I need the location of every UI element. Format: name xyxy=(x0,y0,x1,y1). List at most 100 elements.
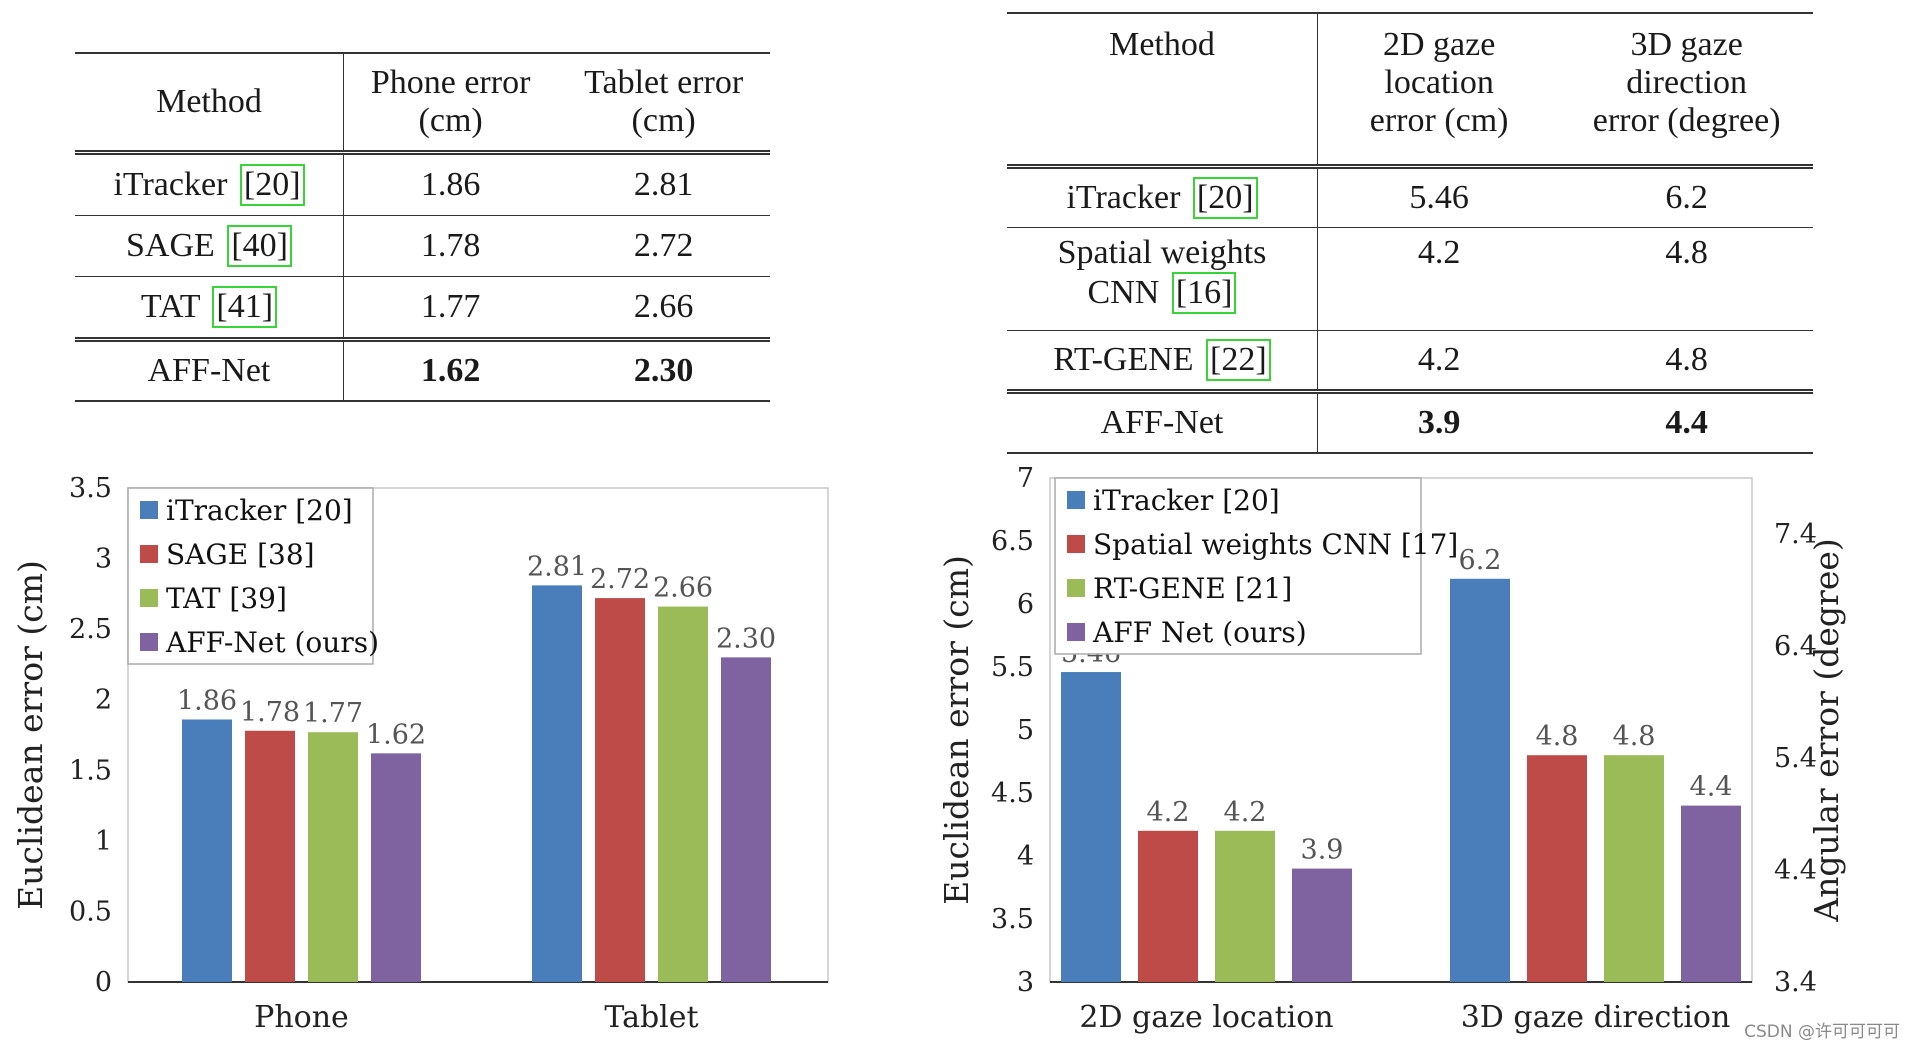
header-phone-text: Phone error (cm) xyxy=(370,64,531,139)
legend-swatch xyxy=(140,589,158,607)
direction-value: 6.2 xyxy=(1560,166,1813,228)
tablet-value: 2.72 xyxy=(557,215,770,277)
phone-value: 1.77 xyxy=(343,276,558,340)
header-method: Method xyxy=(75,52,344,153)
table-phone-tablet: Method Phone error (cm) Tablet error (cm… xyxy=(75,52,770,402)
citation-number: 20 xyxy=(1208,179,1243,216)
bar xyxy=(1450,578,1510,982)
header-tablet-text: Tablet error (cm) xyxy=(584,64,744,139)
y-tick-label: 1.5 xyxy=(69,755,112,786)
table-header-row: Method 2D gaze location error (cm) 3D ga… xyxy=(1007,12,1813,167)
x-tick-label: 2D gaze location xyxy=(1079,1000,1333,1035)
method-name: SAGE xyxy=(126,227,215,264)
header-direction-text: 3D gaze direction error (degree) xyxy=(1592,26,1781,139)
bar xyxy=(1292,868,1352,982)
method-name: iTracker xyxy=(113,166,228,203)
x-tick-label: 3D gaze direction xyxy=(1461,1000,1731,1035)
phone-value-best: 1.62 xyxy=(343,337,558,402)
data-label: 3.9 xyxy=(1301,835,1344,866)
header-method: Method xyxy=(1007,12,1318,167)
table-header-row: Method Phone error (cm) Tablet error (cm… xyxy=(75,52,770,153)
bar xyxy=(532,585,582,982)
citation-box: [20] xyxy=(1192,177,1258,219)
bar xyxy=(1681,805,1741,982)
method-name: RT-GENE xyxy=(1053,341,1194,378)
results-table-b: Method 2D gaze location error (cm) 3D ga… xyxy=(1007,12,1813,454)
legend-swatch xyxy=(1067,623,1085,641)
data-label: 2.30 xyxy=(716,623,776,654)
legend-label: iTracker [20] xyxy=(166,494,353,527)
y2-tick-label: 3.4 xyxy=(1774,967,1817,998)
legend-swatch xyxy=(1067,579,1085,597)
legend-label: AFF-Net (ours) xyxy=(165,626,379,659)
y-tick-label: 0 xyxy=(95,967,112,998)
phone-value: 1.86 xyxy=(343,152,558,216)
data-label: 2.66 xyxy=(653,573,713,604)
data-label: 2.72 xyxy=(590,564,650,595)
tablet-value: 2.66 xyxy=(557,276,770,340)
method-cell: RT-GENE [22] xyxy=(1007,330,1318,392)
legend-swatch xyxy=(140,545,158,563)
data-label: 4.8 xyxy=(1613,721,1656,752)
legend-label: SAGE [38] xyxy=(166,538,315,571)
y2-tick-label: 7.4 xyxy=(1774,519,1817,550)
chart-gaze: 3 3.5 4 4.5 5 5.5 6 6.5 7 Euclidean error (cm) 5.4… xyxy=(940,463,1846,1035)
legend-label: RT-GENE [21] xyxy=(1093,572,1292,605)
y2-tick-label: 4.4 xyxy=(1774,855,1817,886)
y-tick-label: 6 xyxy=(1017,589,1034,620)
table-row: Spatial weights CNN [16] 4.2 4.8 xyxy=(1007,227,1813,331)
data-label: 4.4 xyxy=(1690,772,1733,803)
bar xyxy=(1527,755,1587,982)
method-cell: SAGE [40] xyxy=(75,215,344,277)
data-label: 4.2 xyxy=(1147,797,1190,828)
legend-swatch xyxy=(140,633,158,651)
y-tick-label: 2.5 xyxy=(69,614,112,645)
method-cell: TAT [41] xyxy=(75,276,344,340)
location-value: 4.2 xyxy=(1317,227,1561,331)
method-name: AFF-Net xyxy=(75,337,344,402)
legend-label: Spatial weights CNN [17] xyxy=(1093,528,1458,561)
y-tick-label: 7 xyxy=(1017,463,1034,494)
location-value: 5.46 xyxy=(1317,166,1561,228)
method-name: TAT xyxy=(140,288,200,325)
header-location: 2D gaze location error (cm) xyxy=(1317,12,1561,167)
data-label: 1.86 xyxy=(177,685,237,716)
data-label: 4.8 xyxy=(1536,721,1579,752)
table-row: TAT [41] 1.77 2.66 xyxy=(75,276,770,340)
method-name: AFF-Net xyxy=(1007,389,1318,454)
table-row: SAGE [40] 1.78 2.72 xyxy=(75,215,770,277)
bar xyxy=(182,719,232,982)
citation-number: 16 xyxy=(1187,274,1222,311)
data-label: 4.2 xyxy=(1224,797,1267,828)
bar xyxy=(1061,672,1121,982)
bar xyxy=(721,657,771,982)
direction-value: 4.8 xyxy=(1560,330,1813,392)
legend-swatch xyxy=(1067,491,1085,509)
citation-box: [22] xyxy=(1206,339,1271,381)
chart-phone-tablet: 0 0.5 1 1.5 2 2.5 3 3.5 Euclidean error (cm) 1.86… xyxy=(11,473,829,1035)
table-row-ours: AFF-Net 3.9 4.4 xyxy=(1007,389,1813,454)
header-tablet: Tablet error (cm) xyxy=(557,52,770,153)
legend-label: iTracker [20] xyxy=(1093,484,1280,517)
bar xyxy=(308,732,358,982)
method-cell: iTracker [20] xyxy=(75,152,344,216)
y-tick-label: 3 xyxy=(1017,967,1034,998)
table-row: RT-GENE [22] 4.2 4.8 xyxy=(1007,330,1813,392)
citation-number: 41 xyxy=(227,288,262,325)
header-location-text: 2D gaze location error (cm) xyxy=(1369,26,1509,139)
bar xyxy=(658,606,708,982)
y-tick-label: 1 xyxy=(95,826,112,857)
phone-value: 1.78 xyxy=(343,215,558,277)
citation-box: [40] xyxy=(227,225,292,267)
legend xyxy=(1054,477,1422,655)
y-axis-title: Euclidean error (cm) xyxy=(11,560,50,910)
watermark: CSDN @许可可可可 xyxy=(1744,1022,1900,1042)
results-table-a: Method Phone error (cm) Tablet error (cm… xyxy=(75,52,770,402)
x-tick-label: Tablet xyxy=(604,1000,698,1035)
table-row: iTracker [20] 5.46 6.2 xyxy=(1007,166,1813,228)
data-label: 2.81 xyxy=(527,551,587,582)
data-label: 1.78 xyxy=(240,697,300,728)
x-tick-label: Phone xyxy=(254,1000,349,1035)
location-value-best: 3.9 xyxy=(1317,389,1561,454)
legend-swatch xyxy=(1067,535,1085,553)
